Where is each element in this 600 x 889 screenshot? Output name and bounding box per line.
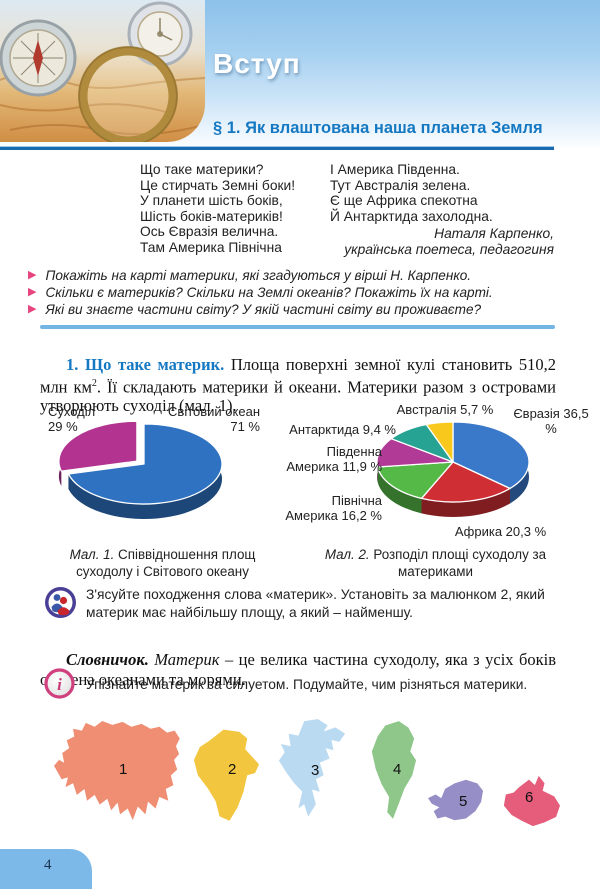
figure-caption-1: Мал. 1. Співвідношення площ суходолу і С… bbox=[40, 547, 285, 580]
poem-line: І Америка Південна. bbox=[330, 162, 460, 177]
question-item: Покажіть на карті материки, які згадують… bbox=[28, 268, 568, 284]
poem-author-role: українська поетеса, педагогиня bbox=[344, 242, 554, 257]
slice-label-antarctica: Антарктида 9,4 % bbox=[289, 422, 396, 437]
group-task-text: З'ясуйте походження слова «материк». Уст… bbox=[86, 587, 545, 620]
continent-number: 6 bbox=[525, 789, 534, 806]
continent-number: 5 bbox=[459, 793, 468, 810]
figure-label: Мал. 1. bbox=[69, 547, 115, 562]
dictionary-term: Материк bbox=[148, 649, 220, 669]
figure-caption-2: Мал. 2. Розподіл площі суходолу за матер… bbox=[313, 547, 558, 580]
superscript: 2 bbox=[91, 377, 97, 389]
continent-number: 2 bbox=[228, 761, 237, 778]
paragraph-text: Площа поверхні земної кулі становить 510… bbox=[40, 354, 556, 397]
poem-line: Ось Євразія велична. bbox=[140, 224, 279, 240]
pair-work-icon bbox=[44, 586, 77, 619]
header-divider bbox=[0, 146, 554, 150]
poem-author-name: Наталя Карпенко, bbox=[434, 226, 554, 241]
figure-caption-text: Розподіл площі суходолу за материками bbox=[369, 547, 547, 579]
question-item: Скільки є материків? Скільки на Землі ок… bbox=[28, 285, 568, 301]
intro-paragraph: 1. Що таке материк. Площа поверхні земно… bbox=[40, 355, 556, 416]
info-task-text: Упізнайте материк за силуетом. Подумайте… bbox=[86, 677, 528, 692]
poem-line: Тут Австралія зелена. bbox=[330, 177, 471, 193]
slice-label-eurasia: Євразія 36,5 % bbox=[513, 406, 589, 436]
figure-label: Мал. 2. bbox=[324, 547, 370, 562]
slice-label-text: Світовий океан bbox=[168, 404, 260, 419]
pie-chart-land-ocean-svg bbox=[58, 420, 223, 519]
slice-label-land: Суходіл 29 % bbox=[48, 404, 95, 434]
continent-number: 4 bbox=[393, 761, 402, 778]
poem-column-left: Що таке материки? Це стирчать Земні боки… bbox=[140, 162, 295, 256]
lesson-title: § 1. Як влаштована наша планета Земля bbox=[213, 119, 543, 137]
slice-label-africa: Африка 20,3 % bbox=[454, 524, 547, 539]
continent-number: 1 bbox=[119, 761, 128, 778]
poem-line: Там Америка Північна bbox=[140, 239, 282, 255]
info-icon: i bbox=[44, 668, 75, 699]
triangle-bullet-icon bbox=[28, 302, 36, 318]
compass-map-photo bbox=[0, 0, 205, 142]
svg-text:i: i bbox=[57, 675, 62, 694]
header-photo bbox=[0, 0, 205, 142]
pie-chart-continents-svg bbox=[376, 421, 530, 517]
poem-line: Є ще Африка спекотна bbox=[330, 193, 478, 209]
continent-silhouette-australia bbox=[500, 774, 560, 833]
question-text: Скільки є материків? Скільки на Землі ок… bbox=[45, 284, 493, 300]
slice-label-north-america: Північна Америка 16,2 % bbox=[285, 493, 382, 523]
triangle-bullet-icon bbox=[28, 285, 36, 301]
continent-silhouette-africa bbox=[190, 721, 261, 829]
slice-label-australia: Австралія 5,7 % bbox=[396, 402, 494, 417]
dictionary-definition: – це велика частина суходолу, яка з усіх… bbox=[40, 649, 557, 689]
poem-line: У планети шість боків, bbox=[140, 193, 283, 209]
slice-label-south-america: Південна Америка 11,9 % bbox=[286, 444, 382, 474]
slice-label-ocean: Світовий океан 71 % bbox=[128, 404, 260, 434]
continent-silhouette-eurasia bbox=[54, 719, 181, 831]
slice-label-value: 29 % bbox=[48, 419, 78, 434]
paragraph-text: . Її складають материки й океани. Матери… bbox=[40, 377, 556, 416]
continent-silhouette-south-america bbox=[368, 719, 418, 827]
poem-line: Що таке материки? bbox=[140, 162, 264, 177]
figure-caption-text: Співвідношення площ суходолу і Світового… bbox=[76, 547, 256, 579]
triangle-bullet-icon bbox=[28, 268, 36, 284]
question-text: Які ви знаєте частини світу? У якій част… bbox=[45, 301, 482, 317]
chapter-header: Вступ § 1. Як влаштована наша планета Зе… bbox=[0, 0, 600, 150]
continent-silhouette-north-america bbox=[275, 717, 349, 831]
paragraph-lead: 1. Що таке материк. bbox=[66, 354, 225, 374]
section-divider bbox=[40, 325, 555, 329]
pie-chart-land-ocean: Суходіл 29 % Світовий океан 71 % bbox=[40, 400, 278, 542]
slice-label-text: Суходіл bbox=[48, 404, 96, 419]
section-title: Вступ bbox=[213, 48, 301, 79]
continent-number: 3 bbox=[311, 762, 320, 779]
poem-line: Це стирчать Земні боки! bbox=[140, 177, 296, 193]
dictionary-paragraph: Словничок. Материк – це велика частина с… bbox=[40, 650, 556, 690]
pie-chart-continents: Австралія 5,7 % Євразія 36,5 % Антарктид… bbox=[278, 396, 598, 544]
magnifier-icon bbox=[78, 46, 178, 142]
poem-line: Шість боків-материків! bbox=[140, 208, 283, 224]
question-list: Покажіть на карті материки, які згадують… bbox=[28, 268, 568, 318]
dictionary-lead: Словничок. bbox=[66, 649, 149, 669]
page-number: 4 bbox=[44, 857, 52, 873]
continent-silhouette-antarctica bbox=[428, 776, 483, 829]
slice-label-value: 71 % bbox=[230, 419, 260, 434]
poem-attribution: Наталя Карпенко, українська поетеса, пед… bbox=[300, 226, 554, 258]
page-number-badge: 4 bbox=[0, 849, 92, 889]
poem-line: Й Антарктида захолодна. bbox=[330, 208, 493, 224]
question-text: Покажіть на карті материки, які згадують… bbox=[45, 268, 472, 283]
poem-column-right: І Америка Південна. Тут Австралія зелена… bbox=[330, 162, 493, 224]
question-item: Які ви знаєте частини світу? У якій част… bbox=[28, 302, 568, 318]
